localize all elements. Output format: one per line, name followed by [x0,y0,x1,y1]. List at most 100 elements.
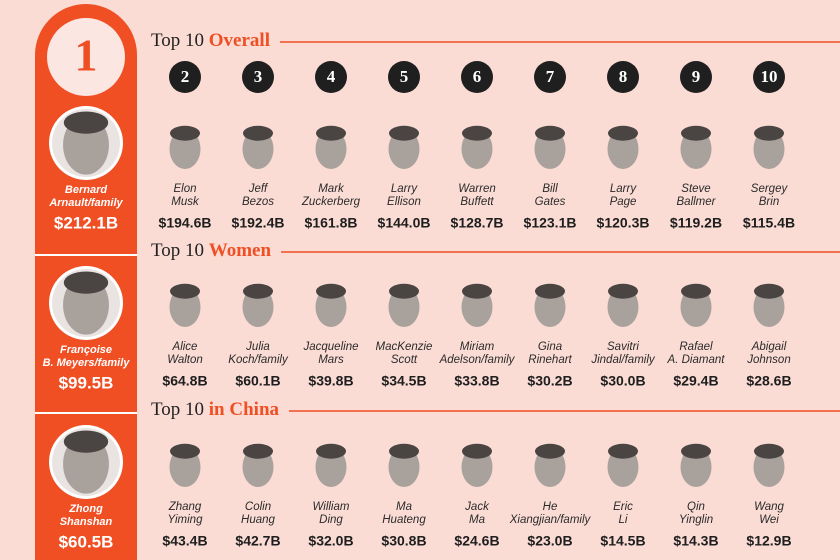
photo-hair [754,125,784,141]
title-prefix: Top 10 [151,30,204,51]
person-name: Koch/family [228,354,289,366]
person-name: Steve [681,183,710,195]
person-name: Wang [754,501,784,513]
person-name: Savitri [607,341,639,353]
person-name: Walton [167,354,203,366]
rank-badge [753,61,785,93]
person-name: Gina [538,341,562,353]
photo-hair [608,443,638,459]
person-name: Larry [391,183,418,195]
person-name: Huang [241,514,275,526]
photo-hair [608,283,638,299]
person-worth: $64.8B [162,373,207,389]
person-name: Julia [245,341,270,353]
photo-hair [316,125,346,141]
section-title: Top 10 Overall [151,30,270,51]
title-highlight: in China [209,399,280,420]
photo-hair [63,430,109,453]
person-name: Adelson/family [439,354,516,366]
section-title: Top 10 Women [151,240,271,261]
title-prefix: Top 10 [151,240,204,261]
person-name: Buffett [460,196,494,208]
photo-hair [462,443,492,459]
person-name: Colin [245,501,271,513]
person-name: Wei [759,514,779,526]
title-highlight: Women [209,240,272,261]
photo-hair [63,271,109,294]
person-name: Eric [613,501,633,513]
person-worth: $43.4B [162,533,207,549]
person-worth: $161.8B [305,215,358,231]
person-worth: $120.3B [597,215,650,231]
photo-hair [681,283,711,299]
person-name: Sergey [751,183,789,195]
person-name: Alice [172,341,198,353]
photo-hair [243,283,273,299]
photo-hair [535,283,565,299]
section-title: Top 10 in China [151,399,280,420]
person-worth: $30.2B [527,373,572,389]
photo-hair [389,443,419,459]
person-worth: $60.1B [235,373,280,389]
person-name: William [313,501,350,513]
person-worth: $29.4B [673,373,718,389]
person-worth: $119.2B [670,215,722,231]
photo-hair [608,125,638,141]
leader-worth: $99.5B [59,373,114,392]
photo-hair [389,283,419,299]
person-name: Xiangjian/family [509,514,592,526]
person-worth: $33.8B [454,373,499,389]
rank-badge [534,61,566,93]
photo-hair [535,443,565,459]
title-highlight: Overall [209,30,270,51]
person-name: Warren [458,183,496,195]
person-name: Musk [171,196,200,208]
person-name: He [543,501,558,513]
person-name: Bezos [242,196,274,208]
person-name: Ma [396,501,412,513]
person-name: Huateng [382,514,426,526]
person-name: Yinglin [679,514,713,526]
person-name: Jindal/family [590,354,656,366]
leader-worth: $60.5B [59,532,114,551]
person-name: Miriam [460,341,495,353]
leader-worth: $212.1B [54,213,118,232]
rank-number: 8 [619,67,628,86]
person-name: Mars [318,354,344,366]
person-name: MacKenzie [376,341,433,353]
person-name: Zhang [168,501,202,513]
person-worth: $194.6B [159,215,212,231]
leader-name: B. Meyers/family [43,357,131,369]
rank-badge [680,61,712,93]
person-worth: $144.0B [378,215,431,231]
person-worth: $24.6B [454,533,499,549]
rank-badge [169,61,201,93]
person-worth: $28.6B [746,373,791,389]
photo-hair [681,125,711,141]
photo-hair [754,443,784,459]
person-worth: $30.0B [600,373,645,389]
rank-badge [461,61,493,93]
person-name: Page [610,196,637,208]
photo-hair [243,443,273,459]
person-name: Jacqueline [303,341,359,353]
photo-hair [170,125,200,141]
leader-name: Shanshan [60,516,113,528]
rank-badge [315,61,347,93]
person-name: Elon [173,183,196,195]
person-worth: $23.0B [527,533,572,549]
person-name: Jeff [248,183,269,195]
rank-one: 1 [75,30,98,81]
person-name: Scott [391,354,418,366]
photo-hair [316,283,346,299]
leader-name: Zhong [68,503,103,515]
person-name: A. Diamant [667,354,726,366]
photo-hair [316,443,346,459]
rank-number: 3 [254,67,263,86]
photo-hair [754,283,784,299]
person-name: Yiming [168,514,204,526]
person-worth: $14.3B [673,533,718,549]
rank-badge [388,61,420,93]
person-worth: $30.8B [381,533,426,549]
